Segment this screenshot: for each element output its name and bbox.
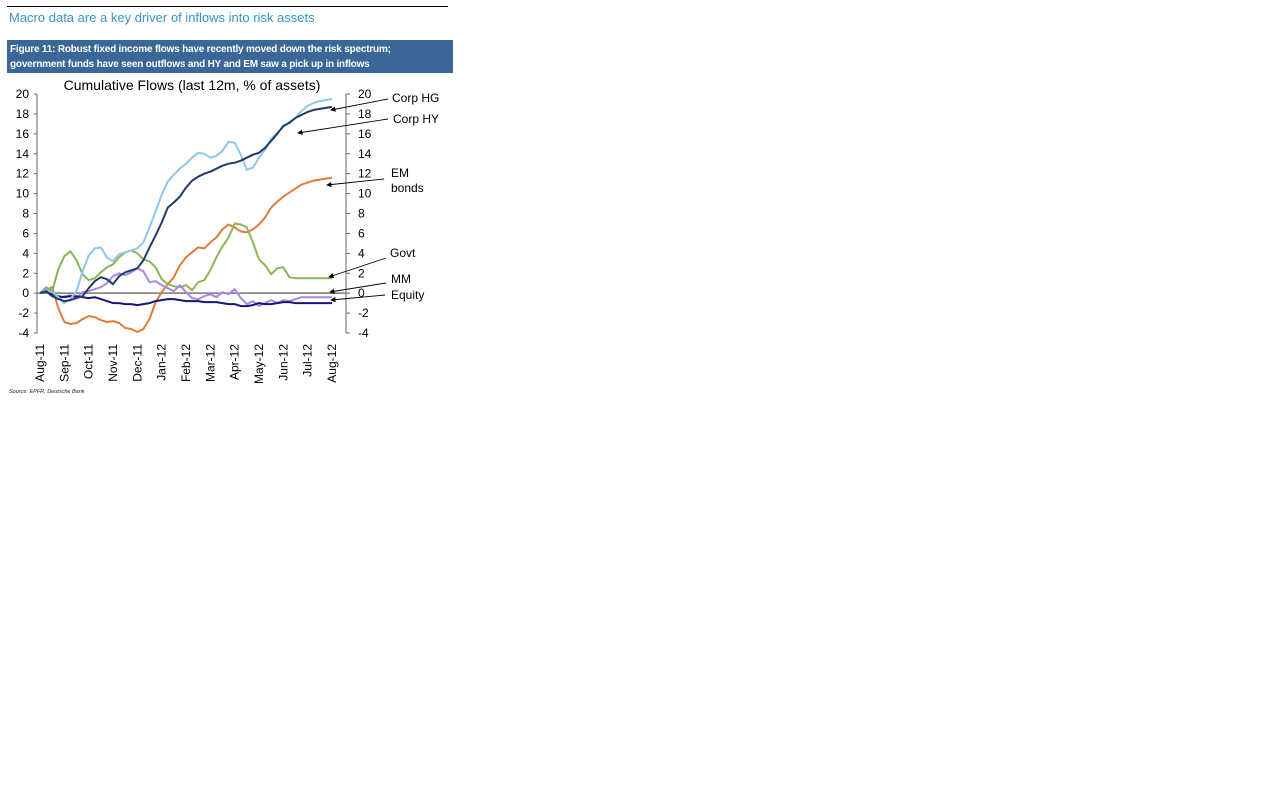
chart-title: Cumulative Flows (last 12m, % of assets) bbox=[64, 77, 321, 93]
x-tick-label: Dec-11 bbox=[130, 344, 144, 382]
y-tick-label-right: 4 bbox=[358, 246, 365, 260]
y-tick-label-right: -2 bbox=[358, 306, 369, 320]
x-tick-label: Apr-12 bbox=[228, 344, 242, 380]
y-tick-label-left: -2 bbox=[18, 306, 29, 320]
legend-arrow-corp-hy bbox=[297, 118, 389, 135]
x-tick-label: Feb-12 bbox=[179, 344, 193, 382]
y-tick-label-left: 0 bbox=[22, 286, 29, 300]
chart-series bbox=[39, 98, 333, 333]
cumulative-flows-chart: Cumulative Flows (last 12m, % of assets)… bbox=[16, 77, 440, 384]
x-tick-label: Aug-12 bbox=[325, 344, 339, 383]
y-tick-label-right: -4 bbox=[358, 326, 369, 340]
series-line-em-bonds bbox=[39, 176, 333, 333]
series-line-mm bbox=[39, 267, 332, 308]
y-tick-label-left: 8 bbox=[22, 207, 29, 221]
y-tick-label-left: 4 bbox=[22, 246, 29, 260]
series-line-govt bbox=[39, 222, 332, 294]
series-line-corp-hg bbox=[39, 105, 333, 303]
y-tick-label-right: 2 bbox=[358, 266, 365, 280]
x-tick-label: Sep-11 bbox=[57, 344, 71, 382]
legend-arrow-govt bbox=[328, 257, 387, 279]
y-tick-label-right: 12 bbox=[358, 167, 372, 181]
top-rule bbox=[7, 6, 448, 7]
y-tick-label-left: 12 bbox=[16, 167, 30, 181]
y-tick-label-right: 14 bbox=[358, 147, 372, 161]
figure-caption-line-1: Figure 11: Robust fixed income flows hav… bbox=[10, 44, 391, 55]
chart-axes: 20181614121086420-2-420181614121086420-2… bbox=[16, 87, 372, 384]
y-tick-label-right: 0 bbox=[358, 286, 365, 300]
y-tick-label-right: 18 bbox=[358, 107, 372, 121]
x-tick-label: Mar-12 bbox=[203, 344, 217, 382]
legend-label-corp-hg: Corp HG bbox=[392, 91, 439, 105]
y-tick-label-left: -4 bbox=[18, 326, 29, 340]
x-tick-label: Nov-11 bbox=[106, 344, 120, 382]
legend-label-mm: MM bbox=[391, 272, 411, 286]
y-tick-label-left: 10 bbox=[16, 187, 30, 201]
x-tick-label: Oct-11 bbox=[82, 344, 96, 379]
y-tick-label-right: 16 bbox=[358, 127, 372, 141]
legend-arrow-mm bbox=[329, 282, 387, 294]
x-tick-label: Jul-12 bbox=[301, 344, 315, 377]
y-tick-label-right: 8 bbox=[358, 207, 365, 221]
y-tick-label-left: 2 bbox=[22, 266, 29, 280]
chart-legend-labels: Corp HG Corp HY EM bonds Govt MM Equity bbox=[297, 91, 439, 303]
legend-arrow-em-bonds bbox=[326, 178, 385, 188]
y-tick-label-right: 6 bbox=[358, 226, 365, 240]
source-note: Source: EPFR, Deutsche Bank bbox=[9, 389, 85, 395]
y-tick-label-right: 10 bbox=[358, 187, 372, 201]
x-tick-label: Jan-12 bbox=[155, 344, 169, 381]
legend-arrow-equity bbox=[330, 294, 386, 303]
figure-caption-box: Figure 11: Robust fixed income flows hav… bbox=[7, 40, 453, 73]
legend-arrow-corp-hg bbox=[330, 98, 389, 112]
series-line-equity bbox=[39, 290, 332, 308]
legend-label-govt: Govt bbox=[390, 246, 416, 260]
x-tick-label: Jun-12 bbox=[276, 344, 290, 381]
series-line-corp-hy bbox=[39, 98, 333, 305]
y-tick-label-left: 18 bbox=[16, 107, 30, 121]
legend-label-em-bonds: EM bonds bbox=[391, 166, 424, 195]
y-tick-label-left: 20 bbox=[16, 87, 30, 101]
figure-caption-line-2: government funds have seen outflows and … bbox=[10, 59, 370, 70]
y-tick-label-left: 16 bbox=[16, 127, 30, 141]
x-tick-label: Aug-11 bbox=[33, 344, 47, 382]
legend-label-corp-hy: Corp HY bbox=[393, 112, 439, 126]
y-tick-label-right: 20 bbox=[358, 87, 372, 101]
y-tick-label-left: 6 bbox=[22, 226, 29, 240]
section-headline: Macro data are a key driver of inflows i… bbox=[9, 10, 315, 25]
legend-label-equity: Equity bbox=[391, 288, 424, 302]
x-tick-label: May-12 bbox=[252, 344, 266, 384]
y-tick-label-left: 14 bbox=[16, 147, 30, 161]
